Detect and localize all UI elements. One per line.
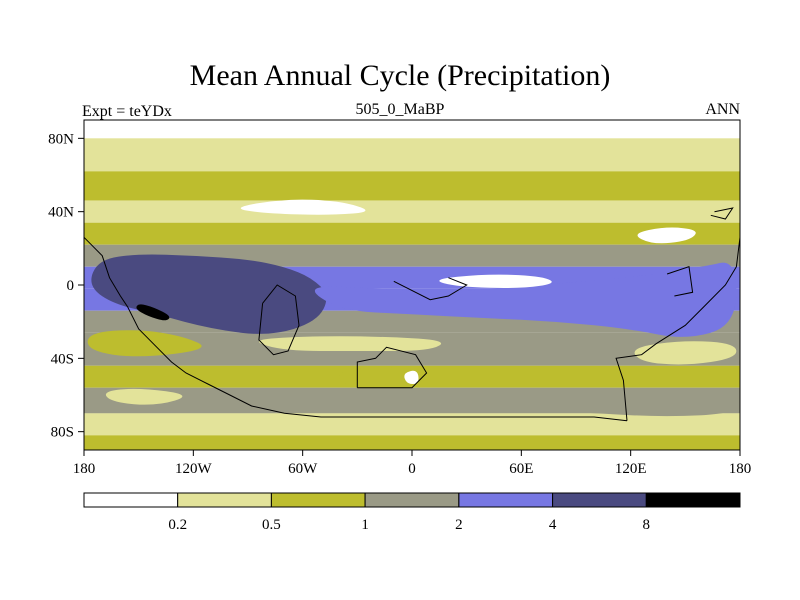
x-tick-label-0: 180 bbox=[73, 461, 96, 477]
contour-region-8 bbox=[339, 367, 415, 387]
coastline-gulf bbox=[393, 277, 468, 301]
coastline-island-ne bbox=[710, 207, 734, 220]
experiment-label: Expt = teYDx bbox=[82, 103, 172, 120]
zonal-band-13 bbox=[84, 435, 740, 450]
coastline-north-america bbox=[84, 236, 628, 422]
y-tick-label-2: 0 bbox=[67, 278, 75, 294]
age-label: 505_0_MaBP bbox=[355, 101, 445, 118]
zonal-band-3 bbox=[84, 200, 740, 223]
colorbar-swatch-3 bbox=[364, 492, 460, 508]
colorbar-swatch-6 bbox=[645, 492, 741, 508]
contour-region-1 bbox=[136, 304, 170, 321]
x-tick-label-1: 120W bbox=[175, 461, 213, 477]
contour-region-4 bbox=[439, 274, 552, 289]
x-tick-label-4: 60E bbox=[509, 461, 533, 477]
contour-region-5 bbox=[637, 227, 696, 244]
plot-area bbox=[84, 120, 740, 450]
contour-region-10 bbox=[404, 370, 419, 384]
axes: 180 120W 60W 0 60E 120E 180 80N 40N 0 40S 80S bbox=[48, 131, 751, 477]
y-tick-label-4: 80S bbox=[51, 425, 74, 441]
colorbar-swatch-4 bbox=[458, 492, 554, 508]
colorbar-label-2: 1 bbox=[361, 517, 369, 533]
coastline-layer bbox=[84, 207, 740, 422]
contour-region-9 bbox=[634, 341, 737, 365]
y-tick-label-1: 40N bbox=[48, 205, 74, 221]
contour-region-0 bbox=[91, 254, 327, 334]
colorbar-label-0: 0.2 bbox=[168, 517, 187, 533]
zonal-band-12 bbox=[84, 413, 740, 436]
colorbar-label-3: 2 bbox=[455, 517, 463, 533]
x-tick-label-2: 60W bbox=[288, 461, 318, 477]
colorbar-swatch-2 bbox=[270, 492, 366, 508]
colorbar-label-1: 0.5 bbox=[262, 517, 281, 533]
zonal-band-4 bbox=[84, 222, 740, 245]
colorbar-label-5: 8 bbox=[643, 517, 651, 533]
zonal-band-0 bbox=[84, 120, 740, 139]
colorbar-swatch-5 bbox=[552, 492, 647, 508]
coastline-asia-east bbox=[615, 237, 740, 421]
zonal-band-2 bbox=[84, 171, 740, 201]
x-tick-label-5: 120E bbox=[615, 461, 647, 477]
contour-region-12 bbox=[528, 392, 737, 417]
x-tick-label-3: 0 bbox=[408, 461, 416, 477]
y-tick-label-0: 80N bbox=[48, 131, 74, 147]
contour-region-6 bbox=[87, 330, 202, 357]
contour-region-7 bbox=[258, 336, 442, 351]
contour-region-3 bbox=[240, 199, 366, 215]
y-tick-label-3: 40S bbox=[51, 351, 74, 367]
coastline-australia-like bbox=[356, 346, 428, 389]
contour-region-2 bbox=[314, 262, 737, 337]
zonal-band-1 bbox=[84, 138, 740, 172]
colorbar-swatch-1 bbox=[177, 492, 272, 508]
colorbar-label-4: 4 bbox=[549, 517, 557, 533]
x-tick-label-6: 180 bbox=[729, 461, 752, 477]
colorbar: 0.2 0.5 1 2 4 8 bbox=[83, 492, 741, 533]
coastline-south-continent bbox=[258, 284, 300, 356]
coastline-island-e bbox=[666, 266, 694, 297]
chart-title: Mean Annual Cycle (Precipitation) bbox=[189, 59, 611, 92]
season-label: ANN bbox=[705, 101, 740, 118]
contour-region-11 bbox=[105, 388, 183, 405]
colorbar-swatch-0 bbox=[83, 492, 179, 508]
